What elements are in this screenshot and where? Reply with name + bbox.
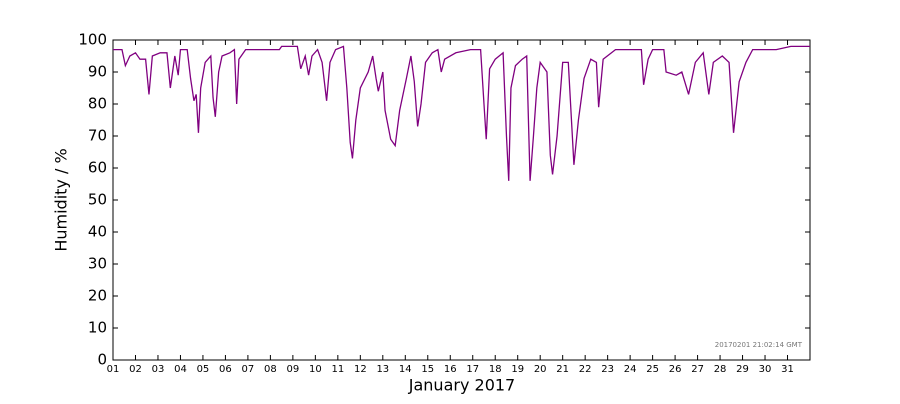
x-tick-label: 31 — [781, 364, 794, 375]
x-tick-label: 09 — [287, 364, 300, 375]
x-tick-label: 18 — [489, 364, 502, 375]
x-tick-label: 24 — [624, 364, 637, 375]
y-tick-label: 50 — [88, 191, 107, 209]
x-tick-label: 03 — [152, 364, 165, 375]
x-tick-label: 07 — [242, 364, 255, 375]
x-tick-label: 08 — [264, 364, 277, 375]
y-tick-label: 0 — [97, 351, 107, 369]
x-tick-label: 11 — [331, 364, 344, 375]
x-tick-label: 17 — [466, 364, 479, 375]
x-tick-label: 06 — [219, 364, 232, 375]
x-tick-label: 27 — [691, 364, 704, 375]
x-tick-label: 21 — [556, 364, 569, 375]
timestamp: 20170201 21:02:14 GMT — [715, 341, 803, 349]
y-tick-label: 40 — [88, 223, 107, 241]
y-tick-label: 60 — [88, 159, 107, 177]
y-tick-label: 80 — [88, 95, 107, 113]
x-tick-label: 22 — [579, 364, 592, 375]
x-tick-label: 29 — [736, 364, 749, 375]
y-axis-label: Humidity / % — [52, 148, 71, 251]
y-tick-label: 20 — [88, 287, 107, 305]
x-tick-label: 20 — [534, 364, 547, 375]
x-tick-label: 23 — [601, 364, 614, 375]
humidity-line — [113, 45, 810, 181]
x-tick-label: 15 — [421, 364, 434, 375]
x-tick-label: 16 — [444, 364, 457, 375]
x-tick-label: 19 — [511, 364, 524, 375]
x-tick-label: 14 — [399, 364, 412, 375]
x-tick-label: 10 — [309, 364, 322, 375]
x-tick-label: 05 — [197, 364, 210, 375]
x-tick-label: 13 — [376, 364, 389, 375]
y-tick-label: 30 — [88, 255, 107, 273]
x-tick-label: 01 — [107, 364, 120, 375]
y-tick-label: 100 — [78, 31, 107, 49]
x-tick-label: 26 — [669, 364, 682, 375]
x-tick-label: 12 — [354, 364, 367, 375]
x-axis-label: January 2017 — [408, 376, 515, 395]
y-tick-label: 90 — [88, 63, 107, 81]
y-tick-label: 10 — [88, 319, 107, 337]
x-tick-label: 25 — [646, 364, 659, 375]
x-tick-label: 04 — [174, 364, 187, 375]
y-tick-label: 70 — [88, 127, 107, 145]
x-tick-label: 28 — [714, 364, 727, 375]
x-tick-label: 02 — [129, 364, 142, 375]
x-tick-label: 30 — [759, 364, 772, 375]
